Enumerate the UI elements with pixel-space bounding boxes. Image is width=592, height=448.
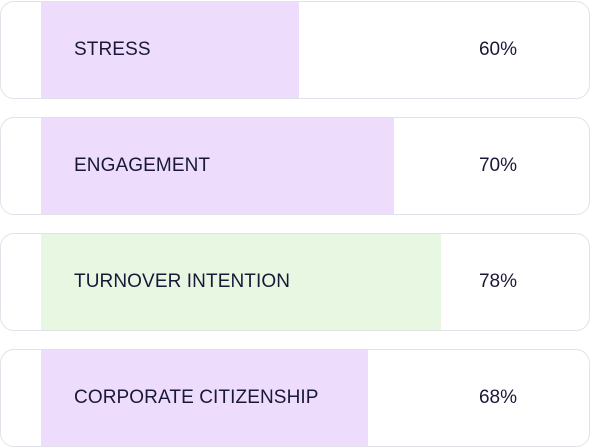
metric-label: TURNOVER INTENTION bbox=[74, 271, 291, 292]
metric-track bbox=[41, 234, 471, 330]
metric-fill-bar bbox=[41, 118, 394, 214]
metric-value: 68% bbox=[478, 387, 517, 408]
metric-fill-bar bbox=[41, 2, 299, 98]
metric-value: 70% bbox=[478, 155, 517, 176]
metric-value: 60% bbox=[478, 39, 517, 60]
metric-track bbox=[41, 2, 471, 98]
metric-card-turnover-intention: TURNOVER INTENTION 78% bbox=[0, 233, 590, 331]
metric-track bbox=[41, 118, 471, 214]
metric-label: CORPORATE CITIZENSHIP bbox=[74, 387, 319, 408]
metric-card-engagement: ENGAGEMENT 70% bbox=[0, 117, 590, 215]
metric-track bbox=[41, 350, 471, 446]
metric-card-stress: STRESS 60% bbox=[0, 1, 590, 99]
metric-value: 78% bbox=[478, 271, 517, 292]
metric-label: ENGAGEMENT bbox=[74, 155, 211, 176]
metric-card-corporate-citizenship: CORPORATE CITIZENSHIP 68% bbox=[0, 349, 590, 447]
metric-label: STRESS bbox=[74, 39, 151, 60]
metric-fill-bar bbox=[41, 234, 441, 330]
metric-fill-bar bbox=[41, 350, 368, 446]
